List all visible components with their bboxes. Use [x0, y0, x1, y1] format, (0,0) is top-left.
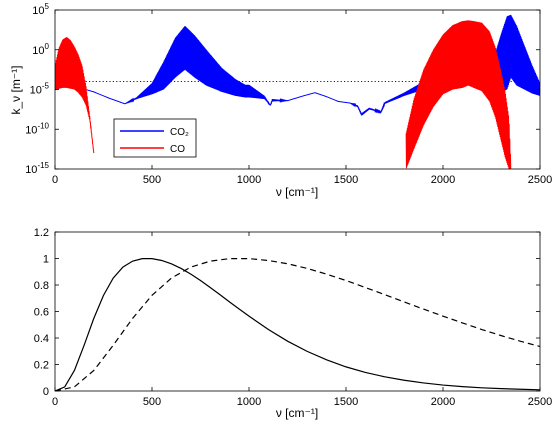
legend-co-label: CO — [170, 144, 185, 155]
absorption-data-layer — [55, 14, 540, 169]
planck-y-tick-label: 0.6 — [34, 307, 49, 319]
planck-curve-dashed — [55, 258, 540, 391]
absorption-x-tick-label: 1500 — [334, 174, 358, 186]
planck-y-tick-label: 1.2 — [34, 227, 49, 239]
legend-box — [113, 118, 197, 158]
planck-x-tick-label: 2500 — [528, 396, 552, 408]
planck-x-tick-label: 2000 — [431, 396, 455, 408]
absorption-x-tick-label: 2500 — [528, 174, 552, 186]
co-absorption-line-high — [405, 20, 512, 169]
planck-x-tick-label: 1000 — [237, 396, 261, 408]
planck-y-tick-label: 0 — [43, 386, 49, 398]
absorption-y-tick-label: 10-5 — [30, 82, 50, 97]
planck-x-tick-label: 0 — [52, 396, 58, 408]
absorption-x-axis-label: ν [cm⁻¹] — [276, 185, 318, 199]
planck-axis-ticks: 0 500 1000 1500 2000 2500 0 0.2 0.4 0.6 0.8 1 1.2 — [34, 227, 553, 408]
legend: CO₂ CO — [113, 118, 197, 158]
planck-x-tick-label: 1500 — [334, 396, 358, 408]
absorption-x-tick-label: 1000 — [237, 174, 261, 186]
absorption-x-tick-label: 500 — [143, 174, 161, 186]
legend-co2-label: CO₂ — [170, 127, 189, 138]
absorption-x-tick-label: 0 — [52, 174, 58, 186]
planck-plot-area — [55, 232, 540, 391]
absorption-panel: 0 500 1000 1500 2000 2500 10-15 10-10 10-5 100 105… — [9, 2, 552, 199]
planck-y-tick-label: 0.4 — [34, 333, 49, 345]
absorption-y-tick-label: 100 — [32, 42, 49, 57]
planck-y-tick-label: 0.2 — [34, 360, 49, 372]
co-absorption-line-low — [55, 37, 95, 154]
planck-x-axis-label: ν [cm⁻¹] — [276, 406, 318, 420]
planck-data-layer — [55, 258, 540, 391]
absorption-axis-ticks: 0 500 1000 1500 2000 2500 10-15 10-10 10-5 100 105 — [25, 2, 552, 186]
planck-x-tick-label: 500 — [143, 396, 161, 408]
absorption-y-axis-label-text: k_ν [m⁻¹] — [9, 65, 23, 114]
absorption-y-axis-label: k_ν [m⁻¹] — [9, 65, 23, 114]
absorption-y-tick-label: 10-10 — [25, 121, 49, 136]
planck-curve-solid — [55, 258, 540, 391]
planck-panel: 0 500 1000 1500 2000 2500 0 0.2 0.4 0.6 0.8 1 1.2 ν … — [34, 227, 553, 420]
absorption-x-tick-label: 2000 — [431, 174, 455, 186]
absorption-y-tick-label: 10-15 — [25, 161, 49, 176]
absorption-axes-frame — [54, 9, 541, 170]
planck-axes-frame — [54, 231, 541, 392]
absorption-y-tick-label: 105 — [32, 2, 49, 17]
planck-y-tick-label: 1 — [43, 254, 49, 266]
planck-y-tick-label: 0.8 — [34, 280, 49, 292]
